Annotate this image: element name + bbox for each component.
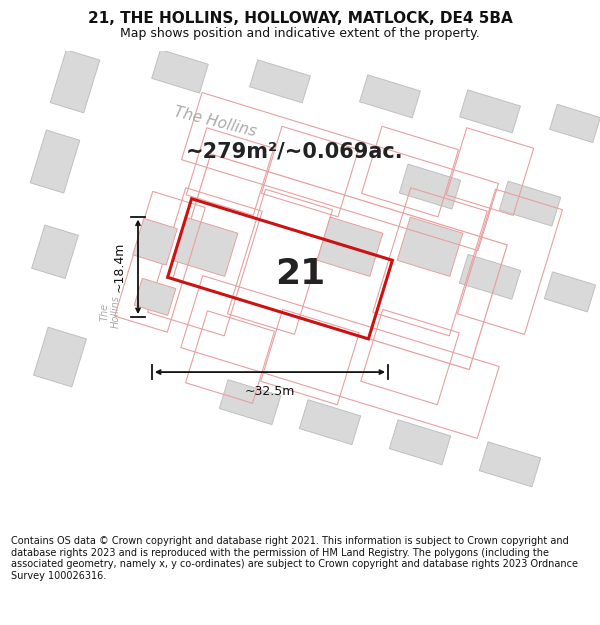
- Polygon shape: [220, 380, 281, 424]
- Text: 21, THE HOLLINS, HOLLOWAY, MATLOCK, DE4 5BA: 21, THE HOLLINS, HOLLOWAY, MATLOCK, DE4 …: [88, 11, 512, 26]
- Polygon shape: [479, 442, 541, 487]
- Polygon shape: [460, 254, 521, 299]
- Polygon shape: [299, 400, 361, 444]
- Polygon shape: [389, 420, 451, 465]
- Text: 21: 21: [275, 257, 325, 291]
- Text: ~32.5m: ~32.5m: [245, 385, 295, 398]
- Polygon shape: [32, 225, 79, 279]
- Polygon shape: [133, 218, 177, 265]
- Polygon shape: [397, 217, 463, 276]
- Text: Contains OS data © Crown copyright and database right 2021. This information is : Contains OS data © Crown copyright and d…: [11, 536, 578, 581]
- Polygon shape: [250, 60, 310, 102]
- Polygon shape: [550, 104, 600, 142]
- Text: ~18.4m: ~18.4m: [113, 242, 126, 292]
- Polygon shape: [34, 328, 86, 387]
- Polygon shape: [544, 272, 596, 312]
- Polygon shape: [90, 51, 160, 472]
- Text: Map shows position and indicative extent of the property.: Map shows position and indicative extent…: [120, 27, 480, 40]
- Circle shape: [113, 420, 157, 464]
- Text: The Hollins: The Hollins: [172, 104, 258, 139]
- Polygon shape: [460, 90, 520, 133]
- Polygon shape: [499, 181, 560, 226]
- Text: ~279m²/~0.069ac.: ~279m²/~0.069ac.: [186, 141, 404, 161]
- Text: The
Hollins: The Hollins: [99, 296, 121, 328]
- Polygon shape: [359, 75, 421, 118]
- Polygon shape: [30, 130, 80, 193]
- Polygon shape: [400, 164, 461, 209]
- Polygon shape: [60, 61, 420, 212]
- Polygon shape: [50, 50, 100, 113]
- Polygon shape: [134, 278, 176, 316]
- Polygon shape: [152, 49, 208, 93]
- Polygon shape: [317, 217, 383, 276]
- Polygon shape: [172, 217, 238, 276]
